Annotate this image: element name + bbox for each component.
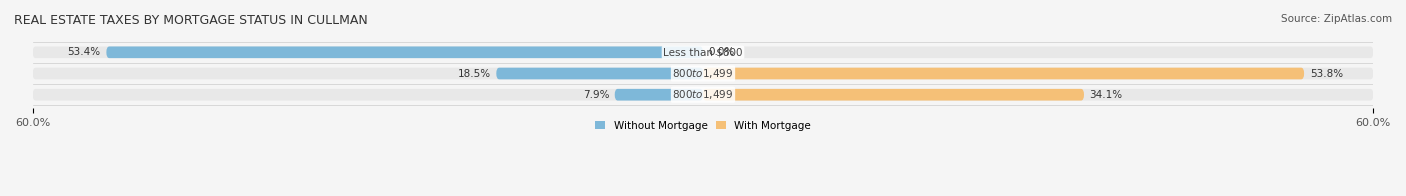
Text: $800 to $1,499: $800 to $1,499 [672,67,734,80]
Text: Less than $800: Less than $800 [664,47,742,57]
FancyBboxPatch shape [703,89,1084,101]
Text: Source: ZipAtlas.com: Source: ZipAtlas.com [1281,14,1392,24]
Text: 7.9%: 7.9% [582,90,609,100]
Legend: Without Mortgage, With Mortgage: Without Mortgage, With Mortgage [591,116,815,135]
FancyBboxPatch shape [614,89,703,101]
Text: 53.8%: 53.8% [1310,69,1343,79]
FancyBboxPatch shape [703,68,1305,79]
Text: 18.5%: 18.5% [457,69,491,79]
Text: REAL ESTATE TAXES BY MORTGAGE STATUS IN CULLMAN: REAL ESTATE TAXES BY MORTGAGE STATUS IN … [14,14,368,27]
Text: 34.1%: 34.1% [1090,90,1123,100]
FancyBboxPatch shape [496,68,703,79]
Text: $800 to $1,499: $800 to $1,499 [672,88,734,101]
FancyBboxPatch shape [107,46,703,58]
Text: 0.0%: 0.0% [709,47,735,57]
Text: 53.4%: 53.4% [67,47,101,57]
FancyBboxPatch shape [32,46,1374,58]
FancyBboxPatch shape [32,68,1374,79]
FancyBboxPatch shape [32,89,1374,101]
